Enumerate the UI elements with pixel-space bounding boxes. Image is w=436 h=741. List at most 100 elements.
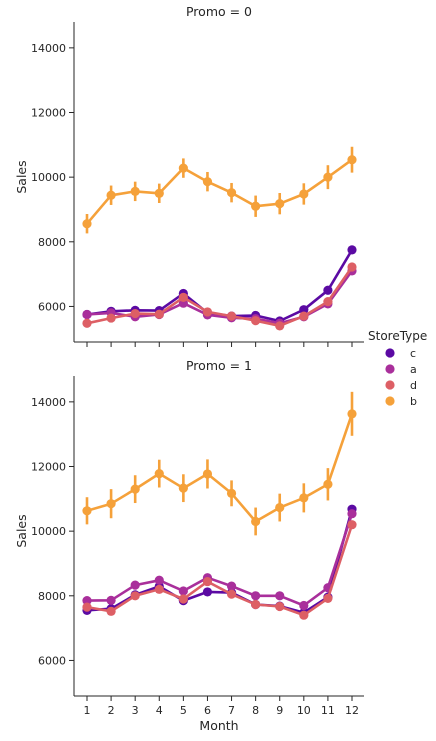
data-point-a	[154, 575, 164, 585]
data-point-d	[251, 599, 261, 610]
data-point-b	[202, 469, 213, 479]
data-point-d	[226, 311, 237, 321]
data-point-b	[178, 483, 188, 493]
y-axis-label: Sales	[14, 514, 29, 547]
y-tick-label: 14000	[31, 42, 66, 55]
x-tick-label: 6	[204, 704, 211, 717]
data-point-d	[299, 610, 309, 620]
y-tick-label: 10000	[31, 171, 66, 184]
data-point-d	[106, 606, 116, 616]
data-point-b	[299, 189, 309, 199]
data-point-b	[347, 155, 357, 165]
y-tick-label: 14000	[31, 396, 66, 409]
panel-title: Promo = 1	[186, 358, 252, 373]
data-point-b	[347, 409, 357, 419]
series-line-c	[86, 508, 354, 614]
data-point-d	[202, 576, 213, 587]
data-point-c	[323, 285, 333, 295]
x-tick-label: 8	[252, 704, 259, 717]
x-tick-label: 3	[132, 704, 139, 717]
data-point-d	[106, 313, 116, 323]
data-point-b	[251, 201, 261, 211]
data-point-b	[323, 172, 333, 182]
data-point-c	[347, 245, 357, 255]
y-tick-label: 8000	[38, 236, 66, 249]
x-tick-label: 4	[156, 704, 163, 717]
x-tick-label: 2	[108, 704, 115, 717]
data-point-a	[106, 595, 116, 605]
data-point-d	[275, 321, 285, 331]
data-point-d	[178, 594, 188, 604]
series-line-b	[86, 413, 354, 523]
data-point-d	[347, 520, 357, 530]
data-point-d	[130, 591, 140, 601]
x-tick-label: 7	[228, 704, 235, 717]
data-point-b	[226, 488, 237, 498]
legend-label-b: b	[410, 395, 417, 408]
data-point-b	[226, 188, 237, 198]
panel-title: Promo = 0	[186, 4, 252, 19]
x-tick-label: 5	[180, 704, 187, 717]
data-point-a	[82, 309, 92, 320]
y-tick-label: 8000	[38, 590, 66, 603]
data-point-d	[154, 309, 164, 319]
series-line-d	[86, 524, 354, 617]
data-point-c	[299, 305, 309, 315]
data-point-d	[323, 593, 333, 603]
data-point-a	[299, 600, 309, 611]
series-line-b	[86, 158, 353, 225]
x-tick-label: 9	[276, 704, 283, 717]
data-point-a	[251, 591, 261, 601]
data-point-b	[202, 177, 213, 187]
data-point-a	[82, 596, 92, 606]
data-point-d	[130, 308, 140, 319]
data-point-b	[106, 190, 116, 200]
data-point-b	[178, 163, 188, 173]
legend-label-a: a	[410, 363, 417, 376]
data-point-a	[226, 581, 237, 591]
y-tick-label: 12000	[31, 461, 66, 474]
data-point-b	[275, 502, 285, 513]
data-point-c	[202, 587, 213, 597]
data-point-b	[154, 469, 164, 479]
data-point-d	[347, 262, 357, 272]
data-point-d	[82, 602, 92, 612]
data-point-a	[275, 591, 285, 601]
data-point-b	[251, 516, 261, 527]
x-tick-label: 1	[84, 704, 91, 717]
y-tick-label: 6000	[38, 300, 66, 313]
data-point-d	[299, 311, 309, 321]
panel-promo-0: Promo = 0 Sales 6000 8000 10000 12000 14000	[14, 4, 364, 347]
x-tick-label: 10	[297, 704, 311, 717]
y-axis-label: Sales	[14, 160, 29, 193]
data-point-d	[323, 296, 333, 307]
data-point-d	[154, 584, 164, 594]
x-tick-label: 11	[321, 704, 335, 717]
data-point-d	[275, 601, 285, 612]
data-point-b	[154, 188, 164, 198]
data-point-d	[251, 316, 261, 326]
legend-label-c: c	[410, 347, 416, 360]
data-point-b	[275, 199, 285, 209]
legend-marker-c	[385, 348, 395, 358]
data-point-b	[299, 493, 309, 503]
data-point-d	[226, 589, 237, 599]
x-axis-label: Month	[199, 718, 238, 733]
data-point-b	[130, 186, 140, 196]
data-point-b	[323, 479, 333, 489]
y-tick-label: 10000	[31, 525, 66, 538]
x-tick-label: 12	[345, 704, 359, 717]
data-point-b	[82, 506, 92, 516]
data-point-d	[178, 292, 188, 302]
legend-label-d: d	[410, 379, 417, 392]
legend-marker-b	[385, 396, 395, 406]
data-point-b	[130, 484, 140, 494]
data-point-a	[347, 509, 357, 519]
data-point-a	[178, 586, 188, 596]
legend-marker-a	[385, 364, 395, 374]
series-line-a	[86, 513, 354, 607]
data-point-b	[82, 219, 92, 229]
panel-promo-1: Promo = 1 Sales 6000 8000 10000 12000 14000 1…	[14, 358, 364, 717]
